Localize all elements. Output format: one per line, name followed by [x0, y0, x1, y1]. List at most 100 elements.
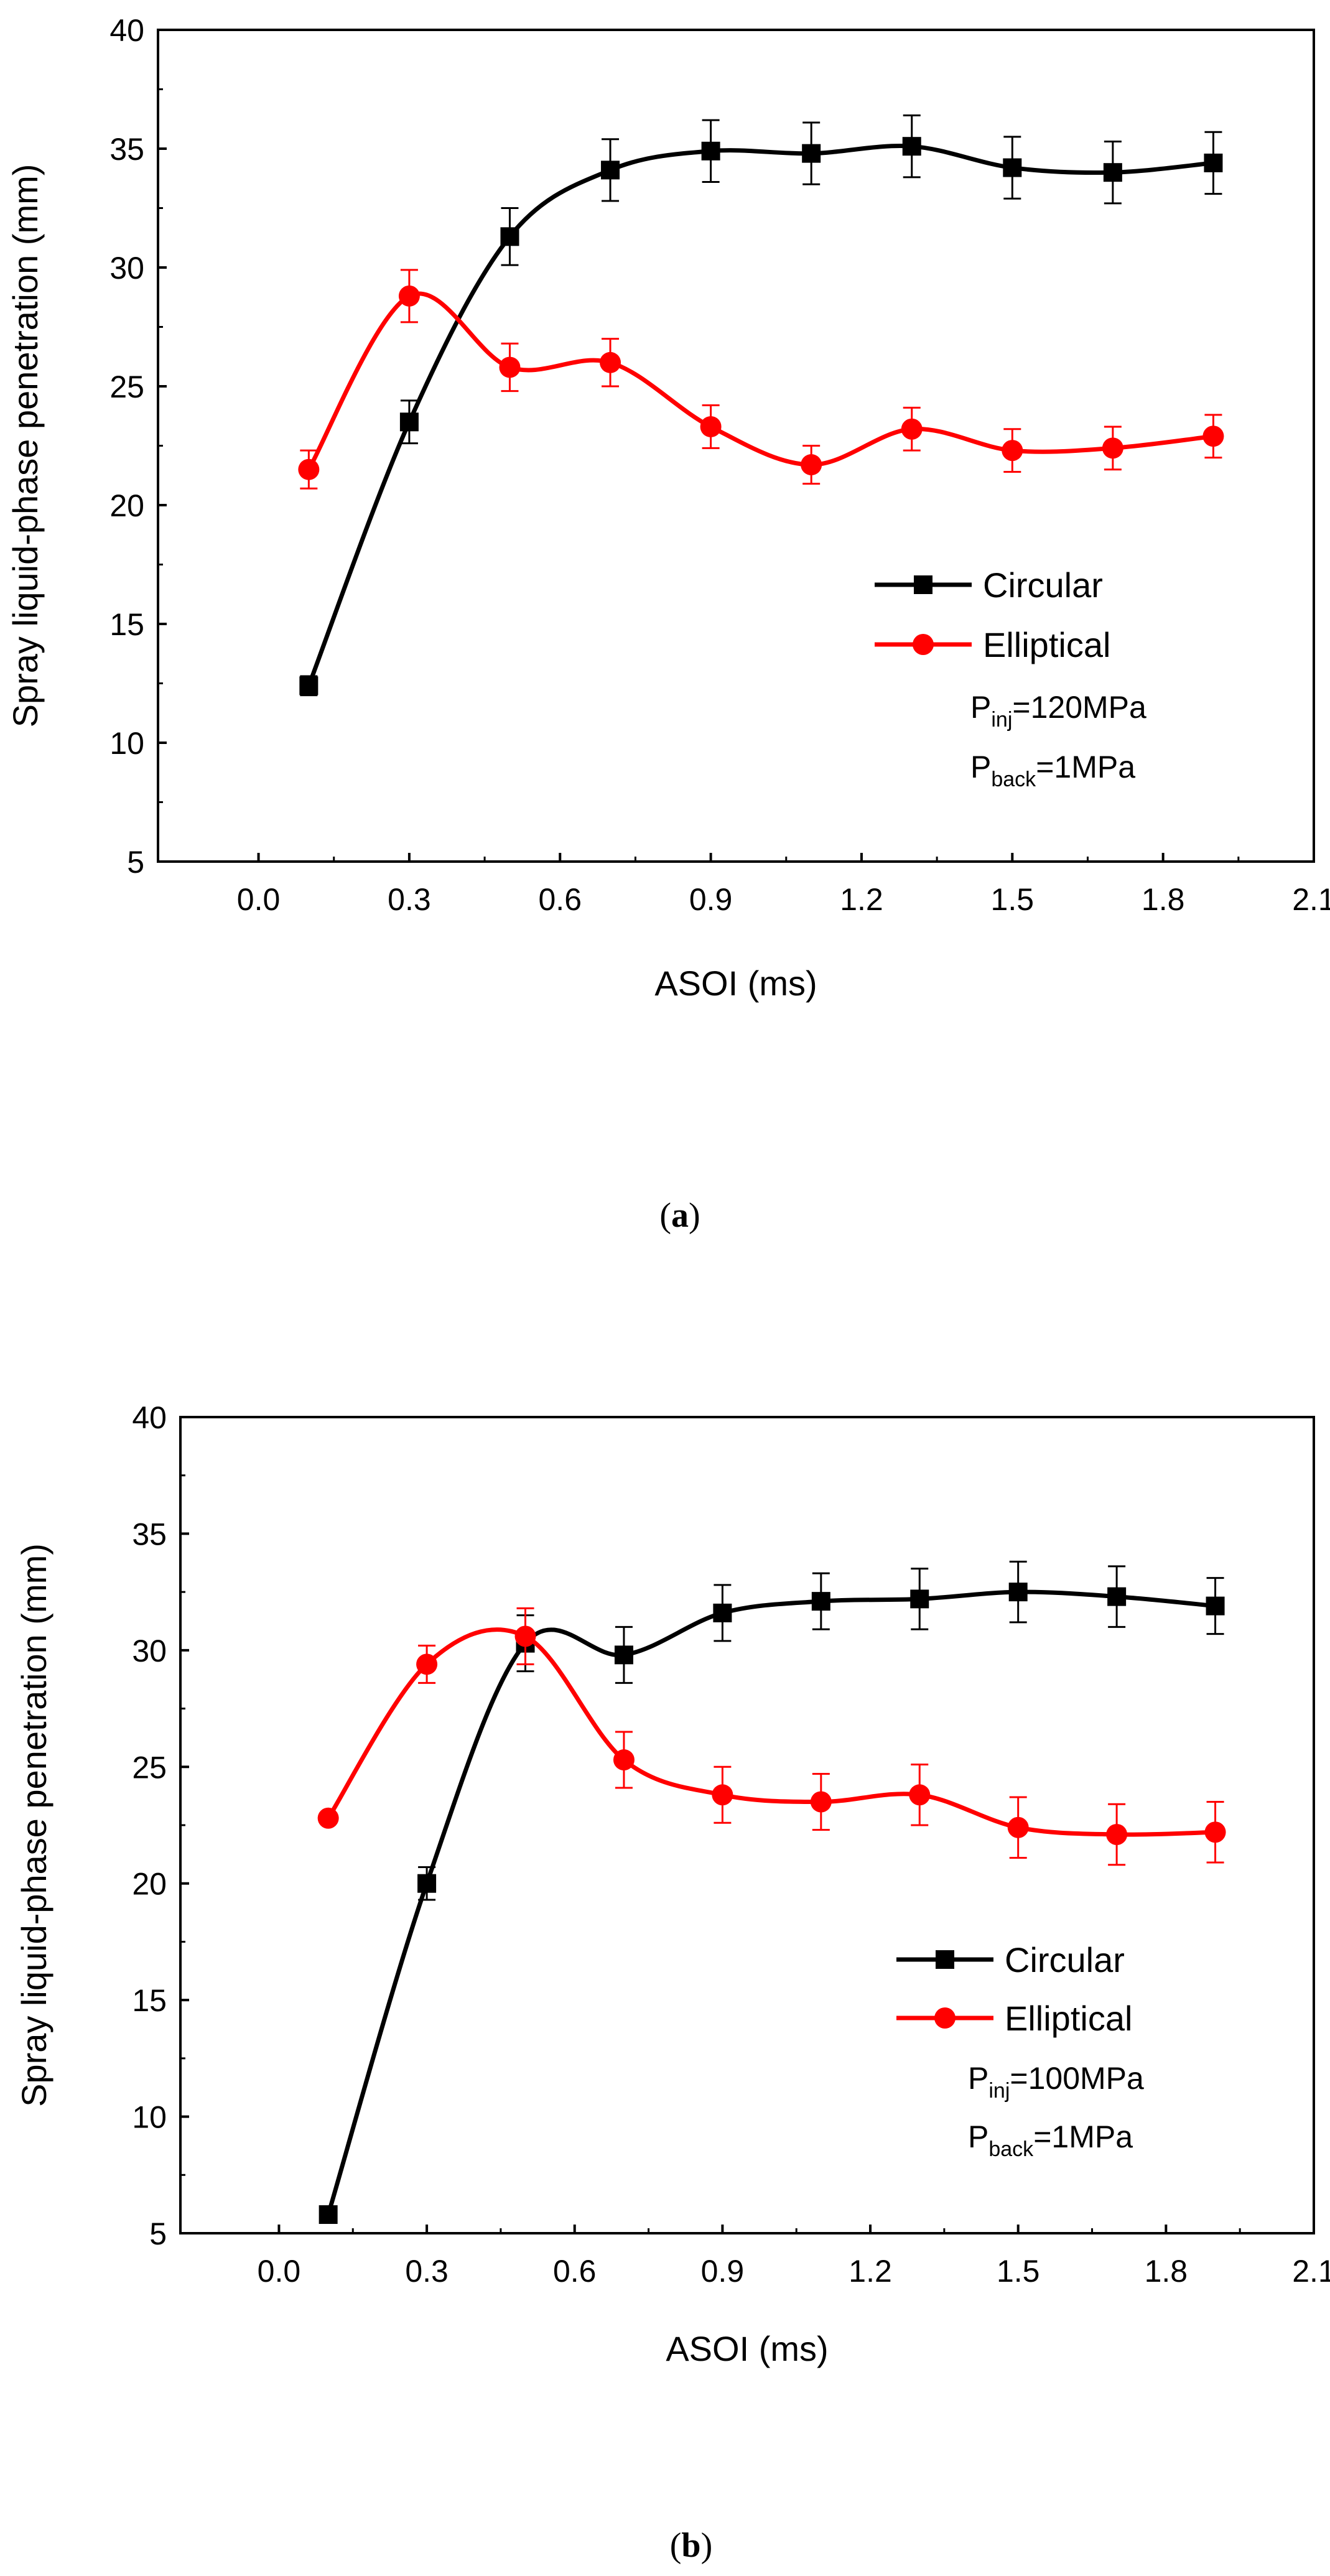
data-point: [299, 676, 319, 695]
data-point: [499, 356, 521, 378]
data-point: [802, 144, 821, 163]
data-point: [1002, 440, 1023, 462]
y-tick-label: 25: [109, 370, 144, 404]
legend-label: Elliptical: [983, 625, 1110, 664]
data-point: [1007, 1816, 1029, 1838]
data-point: [601, 160, 620, 180]
y-tick-label: 40: [109, 13, 144, 48]
x-tick-label: 1.2: [849, 2254, 892, 2289]
data-point: [514, 1625, 536, 1647]
panel-caption: (a): [659, 1196, 700, 1235]
y-tick-label: 30: [109, 251, 144, 286]
x-axis-label: ASOI (ms): [666, 2329, 828, 2368]
y-tick-label: 35: [132, 1517, 167, 1551]
legend: Circular Elliptical: [875, 565, 1110, 664]
x-tick-label: 0.0: [237, 882, 281, 917]
data-point: [901, 418, 923, 440]
data-point: [317, 1807, 339, 1829]
data-point: [910, 1589, 929, 1609]
data-point: [298, 458, 320, 480]
data-point: [801, 454, 822, 476]
x-tick-label: 2.1: [1292, 882, 1330, 917]
y-tick-label: 5: [149, 2216, 167, 2251]
series-elliptical: [317, 1607, 1226, 1866]
data-point: [1008, 1583, 1028, 1602]
y-tick-label: 15: [109, 607, 144, 642]
data-point: [399, 412, 419, 432]
legend-marker: [914, 575, 932, 594]
x-tick-label: 0.6: [539, 882, 582, 917]
y-axis-label: Spray liquid-phase penetration (mm): [14, 1543, 53, 2107]
data-point: [701, 141, 720, 160]
legend-label: Elliptical: [1005, 1999, 1132, 2038]
y-tick-label: 15: [132, 1983, 167, 2018]
data-point: [712, 1784, 733, 1806]
x-tick-label: 0.6: [553, 2254, 597, 2289]
x-tick-label: 1.8: [1145, 2254, 1188, 2289]
data-point: [600, 351, 621, 373]
legend-label: Circular: [983, 565, 1103, 605]
data-point: [398, 285, 420, 307]
x-tick-label: 1.5: [997, 2254, 1040, 2289]
y-tick-label: 40: [132, 1400, 167, 1435]
legend-marker: [934, 2007, 956, 2029]
legend-marker: [913, 634, 934, 655]
plot-frame: [179, 1416, 1315, 2234]
data-point: [902, 137, 921, 156]
data-point: [614, 1645, 633, 1665]
data-point: [1206, 1596, 1225, 1616]
y-axis-label: Spray liquid-phase penetration (mm): [6, 164, 45, 728]
x-tick-label: 0.0: [258, 2254, 301, 2289]
annotation-injection-pressure: Pinj=100MPa: [968, 2061, 1144, 2103]
data-point: [810, 1791, 832, 1813]
data-point: [1204, 153, 1223, 172]
data-point: [416, 1653, 438, 1675]
data-point: [1003, 158, 1022, 177]
series-circular: [299, 114, 1223, 697]
series-line: [307, 144, 1214, 687]
series-line: [307, 291, 1214, 471]
data-point: [1103, 163, 1122, 182]
x-tick-label: 0.9: [689, 882, 733, 917]
data-point: [417, 1874, 437, 1893]
data-point: [811, 1592, 830, 1611]
data-point: [319, 2205, 338, 2225]
data-point: [613, 1749, 635, 1771]
y-tick-label: 10: [132, 2100, 167, 2135]
legend-marker: [936, 1950, 954, 1969]
x-tick-label: 1.8: [1142, 882, 1185, 917]
data-point: [700, 416, 722, 437]
chart-panel-a: 0.0 0.3 0.6 0.9 1.2 1.5 1.8 2.1 5 10 15 20 25 30 35 40 A…: [6, 13, 1330, 1235]
x-tick-label: 0.3: [388, 882, 431, 917]
data-point: [1102, 437, 1123, 459]
data-point: [1107, 1587, 1127, 1606]
data-point: [1106, 1823, 1128, 1845]
x-tick-label: 0.9: [701, 2254, 745, 2289]
legend-label: Circular: [1005, 1940, 1125, 1979]
legend: Circular Elliptical: [896, 1940, 1132, 2038]
chart-panel-b: 0.0 0.3 0.6 0.9 1.2 1.5 1.8 2.1 5 10 15 20 25 30 35 40 A…: [14, 1400, 1330, 2565]
panel-caption: (b): [670, 2526, 712, 2565]
data-point: [500, 227, 519, 246]
annotation-injection-pressure: Pinj=120MPa: [970, 690, 1146, 732]
y-tick-label: 25: [132, 1750, 167, 1785]
series-line: [326, 1627, 1216, 1837]
annotation-back-pressure: Pback=1MPa: [968, 2119, 1133, 2161]
data-point: [909, 1784, 931, 1806]
x-tick-label: 2.1: [1292, 2254, 1330, 2289]
x-axis-label: ASOI (ms): [654, 964, 817, 1003]
x-tick-label: 1.2: [840, 882, 883, 917]
y-tick-label: 10: [109, 726, 144, 761]
series-elliptical: [298, 269, 1224, 490]
annotation-back-pressure: Pback=1MPa: [970, 750, 1135, 791]
data-point: [713, 1603, 732, 1622]
y-tick-label: 35: [109, 132, 144, 167]
y-tick-label: 20: [132, 1867, 167, 1902]
x-tick-label: 1.5: [991, 882, 1035, 917]
data-point: [1202, 425, 1224, 447]
x-tick-label: 0.3: [405, 2254, 449, 2289]
y-tick-label: 5: [127, 845, 144, 880]
data-point: [1204, 1821, 1226, 1843]
y-tick-label: 20: [109, 488, 144, 523]
